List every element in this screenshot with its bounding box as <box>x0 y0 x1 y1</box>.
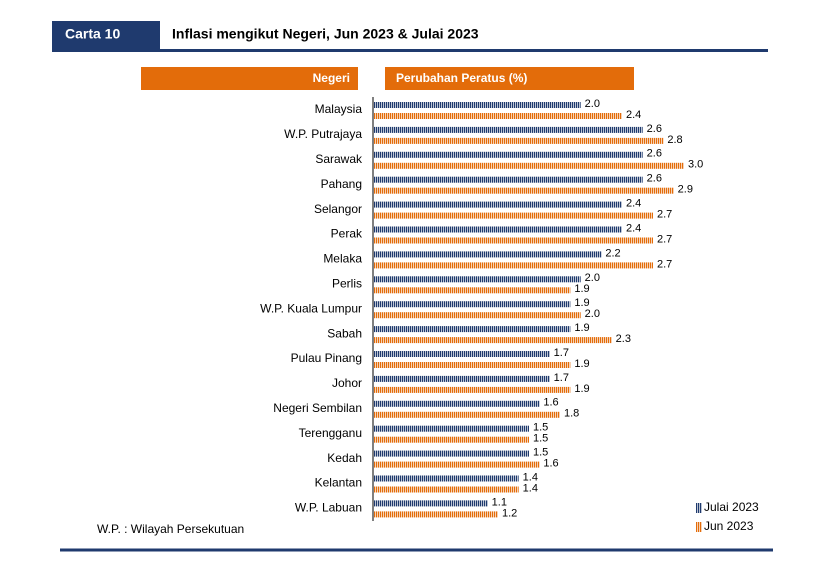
bar <box>374 386 571 393</box>
bar <box>374 162 684 169</box>
value-label: 3.0 <box>688 159 703 171</box>
value-label: 2.7 <box>657 233 672 245</box>
bar <box>374 176 643 183</box>
value-label: 2.4 <box>626 222 641 234</box>
category-label: Sabah <box>327 326 362 340</box>
category-label: W.P. Putrajaya <box>284 127 362 141</box>
value-label: 1.7 <box>554 372 569 384</box>
bar <box>374 362 571 368</box>
bar <box>374 287 571 294</box>
bar <box>374 262 653 269</box>
legend-label: Jun 2023 <box>704 519 754 533</box>
category-label: Melaka <box>323 252 362 266</box>
footnote: W.P. : Wilayah Persekutuan <box>97 522 244 536</box>
value-label: 1.8 <box>564 408 579 420</box>
value-header-box <box>385 67 634 90</box>
value-label: 2.9 <box>678 184 693 196</box>
bar <box>374 151 643 158</box>
category-label: Pahang <box>321 177 362 191</box>
bar <box>374 436 529 443</box>
value-label: 2.0 <box>585 272 600 284</box>
category-label: Kedah <box>327 451 362 465</box>
bar <box>374 237 653 244</box>
bar <box>374 486 519 493</box>
value-label: 1.5 <box>533 433 548 445</box>
value-label: 2.0 <box>585 98 600 110</box>
category-label: Johor <box>332 376 362 390</box>
bar <box>374 461 540 468</box>
header-title: Inflasi mengikut Negeri, Jun 2023 & Jula… <box>172 26 479 42</box>
bar <box>374 201 622 208</box>
category-label: Negeri Sembilan <box>273 401 362 415</box>
value-label: 2.4 <box>626 109 641 121</box>
legend-label: Julai 2023 <box>704 500 759 514</box>
bar <box>374 137 664 144</box>
bar <box>374 326 571 333</box>
bar <box>374 212 653 219</box>
value-label: 1.5 <box>533 422 548 434</box>
category-label: Selangor <box>314 202 362 216</box>
bar <box>374 400 540 407</box>
value-label: 2.8 <box>667 134 682 146</box>
bar <box>374 251 602 258</box>
bar <box>374 337 612 344</box>
value-header: Perubahan Peratus (%) <box>396 71 527 85</box>
value-label: 2.7 <box>657 258 672 270</box>
value-label: 1.9 <box>574 283 589 295</box>
bar <box>374 113 622 119</box>
category-header: Negeri <box>313 71 350 85</box>
value-label: 1.4 <box>523 482 538 494</box>
value-label: 1.2 <box>502 507 517 519</box>
category-label: Kelantan <box>315 476 362 490</box>
category-label: Perak <box>331 227 363 241</box>
value-label: 1.6 <box>543 397 558 409</box>
value-label: 2.4 <box>626 198 641 210</box>
category-label: Perlis <box>332 276 362 290</box>
value-label: 1.4 <box>523 471 538 483</box>
value-label: 2.0 <box>585 308 600 320</box>
category-label: W.P. Labuan <box>295 501 362 515</box>
value-label: 1.9 <box>574 358 589 370</box>
bar <box>374 425 529 432</box>
value-label: 1.9 <box>574 383 589 395</box>
category-label: Pulau Pinang <box>291 351 362 365</box>
bar <box>374 475 519 482</box>
bar <box>374 351 550 357</box>
value-label: 2.6 <box>647 123 662 135</box>
bar <box>374 312 581 319</box>
legend-swatch <box>696 503 702 513</box>
bar <box>374 226 622 233</box>
legend-swatch <box>696 522 702 532</box>
bar <box>374 411 560 418</box>
value-label: 1.6 <box>543 458 558 470</box>
category-label: Malaysia <box>315 102 363 116</box>
bar <box>374 375 550 382</box>
bar <box>374 126 643 133</box>
category-label: W.P. Kuala Lumpur <box>260 301 362 315</box>
bar <box>374 450 529 457</box>
value-label: 1.9 <box>574 322 589 334</box>
value-label: 1.5 <box>533 447 548 459</box>
value-label: 2.6 <box>647 148 662 160</box>
category-label: Sarawak <box>315 152 363 166</box>
bar <box>374 511 498 518</box>
value-label: 2.7 <box>657 209 672 221</box>
value-label: 1.1 <box>492 496 507 508</box>
category-label: Terengganu <box>299 426 362 440</box>
header-label: Carta 10 <box>65 26 120 42</box>
bar <box>374 500 488 507</box>
bar <box>374 276 581 283</box>
value-label: 1.9 <box>574 297 589 309</box>
bar <box>374 187 674 194</box>
bar <box>374 102 581 108</box>
value-label: 2.3 <box>616 333 631 345</box>
bar <box>374 301 571 308</box>
value-label: 1.7 <box>554 347 569 359</box>
value-label: 2.2 <box>605 247 620 259</box>
value-label: 2.6 <box>647 173 662 185</box>
header-label-box <box>52 21 160 49</box>
category-header-box <box>141 67 358 90</box>
